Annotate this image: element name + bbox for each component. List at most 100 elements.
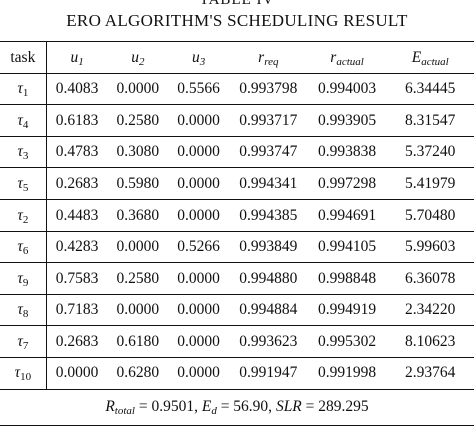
value-cell: 0.991947 (239, 364, 298, 382)
value-cell: 0.5266 (177, 238, 220, 256)
value-cell: 0.5566 (177, 80, 220, 98)
value-cell: 0.0000 (177, 269, 220, 287)
value-cell: 0.991998 (317, 364, 377, 382)
value-cell: 0.2683 (55, 332, 99, 350)
header-symbol: u (191, 48, 200, 66)
task-symbol: τ (17, 111, 23, 129)
value-cell: 2.93764 (405, 364, 456, 382)
header-symbol: u (131, 48, 139, 66)
header-subscript: actual (336, 55, 364, 68)
value-cell: 0.994003 (317, 80, 377, 98)
header-task: task (0, 41, 47, 74)
value-cell: 0.0000 (55, 364, 99, 382)
value-cell: 0.2580 (116, 269, 160, 287)
value-cell: 0.997298 (317, 174, 377, 192)
value-cell: 0.0000 (116, 80, 160, 98)
task-cell: τ9 (0, 262, 47, 295)
header-u-1: u1 (46, 42, 107, 74)
value-cell: 0.7183 (55, 301, 99, 319)
value-cell: 0.994880 (239, 269, 298, 287)
task-cell: τ6 (0, 231, 47, 263)
table-row: τ6 0.4283 0.0000 0.5266 0.993849 0.994105 5.99… (0, 231, 474, 263)
task-index: 7 (22, 339, 29, 352)
value-cell: 0.7583 (55, 269, 99, 287)
task-symbol: τ (17, 269, 23, 287)
value-cell: 0.3680 (116, 206, 160, 224)
header-subscript: 1 (78, 55, 84, 68)
header-symbol: task (10, 48, 36, 66)
table-row: τ3 0.4783 0.3080 0.0000 0.993747 0.993838 5.37… (0, 136, 474, 168)
value-cell: 0.2683 (55, 174, 99, 192)
value-cell: 0.994919 (317, 301, 377, 319)
summary-row: Rtotal = 0.9501, Ed = 56.90, SLR = 289.2… (0, 389, 474, 426)
value-cell: 0.0000 (177, 143, 220, 161)
e-d-subscript: d (211, 405, 217, 418)
task-cell: τ5 (0, 167, 47, 200)
task-symbol: τ (17, 301, 23, 319)
header-symbol: r (258, 48, 265, 66)
table-caption: ERO ALGORITHM'S SCHEDULING RESULT (66, 11, 408, 30)
value-cell: 0.4283 (55, 238, 99, 256)
r-total-value: = 0.9501, (134, 398, 202, 416)
header-symbol: u (70, 48, 79, 66)
value-cell: 6.34445 (405, 80, 456, 98)
header-r-req: rreq (229, 42, 308, 74)
value-cell: 0.0000 (177, 364, 220, 382)
task-index: 8 (22, 308, 29, 321)
value-cell: 0.4083 (55, 80, 99, 98)
value-cell: 0.993905 (317, 111, 377, 129)
header-subscript: 3 (199, 55, 206, 68)
value-cell: 0.0000 (177, 174, 220, 192)
task-cell: τ8 (0, 294, 47, 326)
task-symbol: τ (17, 143, 23, 161)
value-cell: 0.994884 (239, 301, 298, 319)
value-cell: 0.6180 (116, 332, 160, 350)
task-cell: τ3 (0, 136, 47, 168)
header-symbol: E (411, 48, 422, 66)
r-total-symbol: R (105, 398, 115, 416)
e-d-value: = 56.90, (216, 398, 276, 416)
header-subscript: actual (421, 55, 449, 68)
table-row: τ1 0.4083 0.0000 0.5566 0.993798 0.994003 6.34… (0, 73, 474, 105)
task-symbol: τ (17, 238, 23, 256)
value-cell: 0.2580 (116, 111, 160, 129)
task-index: 10 (20, 371, 32, 384)
summary-cell: Rtotal = 0.9501, Ed = 56.90, SLR = 289.2… (0, 389, 474, 426)
table-row: τ8 0.7183 0.0000 0.0000 0.994884 0.994919 2.34… (0, 294, 474, 326)
value-cell: 0.993849 (239, 238, 298, 256)
value-cell: 5.37240 (405, 143, 456, 161)
table-label: TABLE IV (199, 0, 275, 8)
header-u-3: u3 (168, 42, 229, 74)
task-index: 9 (22, 276, 29, 289)
value-cell: 0.0000 (177, 111, 220, 129)
value-cell: 0.994385 (239, 206, 298, 224)
task-index: 1 (22, 87, 29, 100)
task-symbol: τ (14, 364, 21, 382)
value-cell: 0.4783 (55, 143, 99, 161)
table-row: τ2 0.4483 0.3680 0.0000 0.994385 0.994691 5.70… (0, 199, 474, 232)
value-cell: 0.993798 (239, 80, 298, 98)
table-row: τ4 0.6183 0.2580 0.0000 0.993717 0.993905 8.31… (0, 104, 474, 137)
task-index: 6 (22, 245, 29, 258)
value-cell: 0.0000 (177, 301, 220, 319)
value-cell: 0.994691 (317, 206, 377, 224)
task-symbol: τ (17, 80, 23, 98)
value-cell: 0.995302 (317, 332, 377, 350)
value-cell: 0.5980 (116, 174, 160, 192)
header-row: task u1 u2 u3 rreq ractual Eactual (0, 41, 474, 74)
value-cell: 0.0000 (116, 301, 160, 319)
value-cell: 0.993838 (317, 143, 377, 161)
value-cell: 8.31547 (405, 111, 456, 129)
table-row: τ7 0.2683 0.6180 0.0000 0.993623 0.995302 8.10… (0, 325, 474, 358)
header-subscript: req (264, 55, 279, 68)
task-symbol: τ (17, 332, 23, 350)
slr-value: = 289.295 (301, 398, 369, 416)
value-cell: 0.4483 (55, 206, 99, 224)
value-cell: 5.70480 (405, 206, 456, 224)
value-cell: 8.10623 (405, 332, 456, 350)
header-e-actual: Eactual (386, 42, 474, 74)
scheduling-result-table: task u1 u2 u3 rreq ractual Eactual τ1 0.4083 0.0… (0, 41, 474, 426)
value-cell: 0.0000 (177, 332, 220, 350)
task-cell: τ2 (0, 199, 47, 232)
value-cell: 0.998848 (317, 269, 377, 287)
